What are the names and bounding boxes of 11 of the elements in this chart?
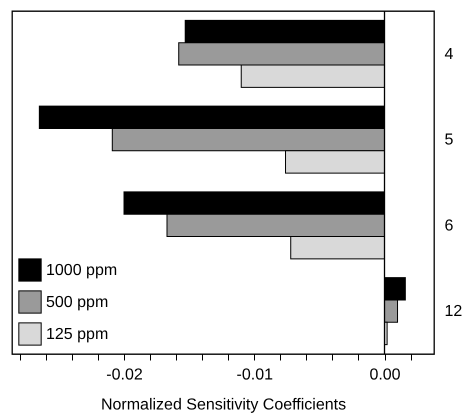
x-tick-label: 0.00 bbox=[369, 366, 401, 384]
y-tick-label: 5 bbox=[444, 132, 454, 149]
x-tick-label: -0.02 bbox=[106, 366, 143, 384]
legend-label: 125 ppm bbox=[46, 326, 108, 343]
y-tick-label: 6 bbox=[444, 217, 454, 234]
x-tick-label: -0.01 bbox=[236, 366, 274, 384]
legend-label: 1000 ppm bbox=[46, 262, 118, 279]
y-tick-label: 4 bbox=[444, 46, 454, 63]
x-axis-title: Normalized Sensitivity Coefficients bbox=[100, 396, 346, 414]
legend-label: 500 ppm bbox=[46, 294, 108, 311]
y-tick-label: 12 bbox=[444, 303, 462, 320]
